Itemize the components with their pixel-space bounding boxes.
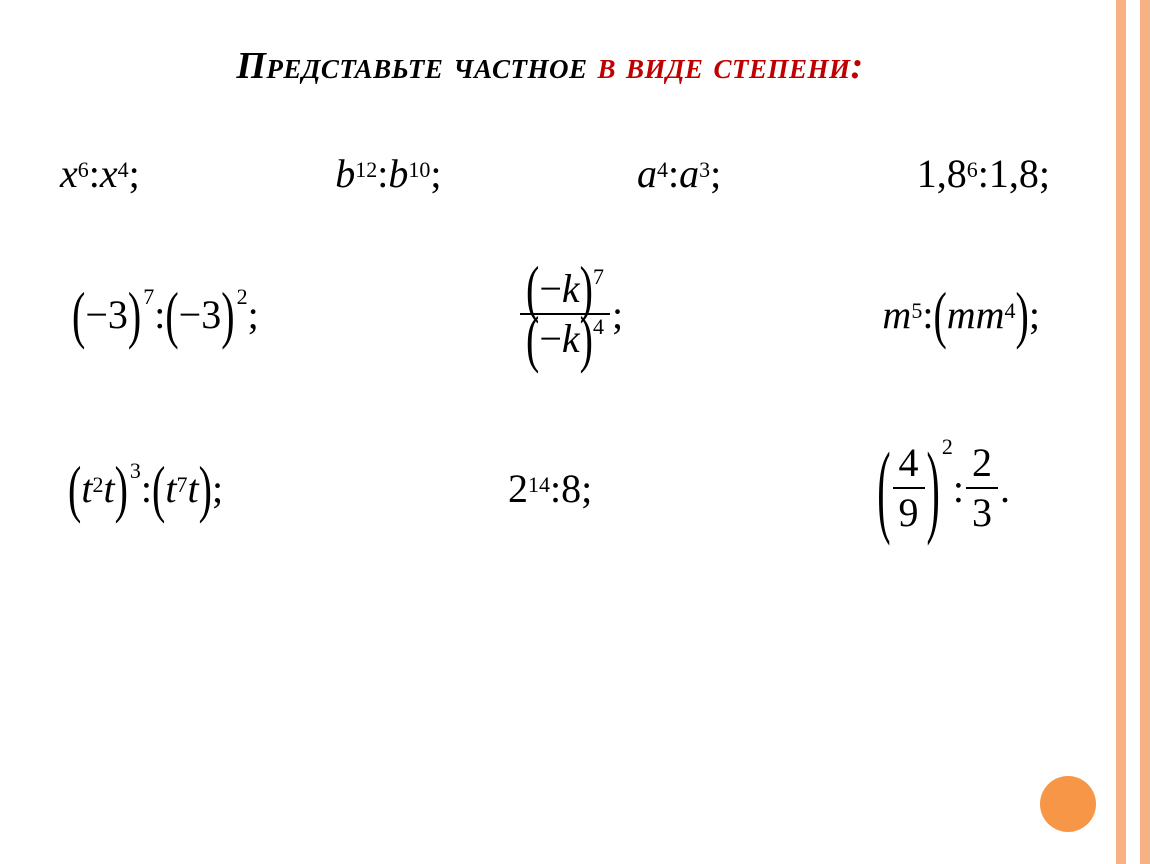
expr-negk7-over-negk4: (−k)7 (−k)4 ;: [518, 267, 623, 361]
fraction: (−k)7 (−k)4: [520, 267, 610, 361]
expr-x6-x4: x6 : x4;: [60, 150, 140, 197]
accent-bar-gap: [1126, 0, 1140, 864]
accent-dot: [1040, 776, 1096, 832]
math-content: x6 : x4; b12 : b10; a4 : a3; 1,86 : 1,8;: [60, 150, 1070, 605]
fraction: 2 3: [966, 441, 998, 535]
expr-2-14-8: 214 : 8;: [508, 465, 592, 512]
slide-title: Представьте частное в виде степени:: [0, 44, 1100, 88]
expr-4_9-sq-2_3: ( 4 9 )2 : 2 3 .: [877, 441, 1010, 535]
expr-b12-b10: b12 : b10;: [335, 150, 441, 197]
fraction: 4 9: [893, 441, 925, 535]
expr-1_8_6-1_8: 1,86 : 1,8;: [917, 150, 1050, 197]
expr-m5-mm4: m5 : (mm4);: [882, 291, 1040, 338]
expression-row: (−3)7 : (−3)2 ; (−k)7 (−k)4 ; m: [60, 267, 1070, 361]
expression-row: x6 : x4; b12 : b10; a4 : a3; 1,86 : 1,8;: [60, 150, 1070, 197]
expr-t2t3-t7t: (t2t)3 : (t7t);: [68, 465, 223, 512]
expr-neg3-7-neg3-2: (−3)7 : (−3)2 ;: [72, 291, 259, 338]
title-part-red: в виде степени:: [597, 45, 863, 87]
expr-a4-a3: a4 : a3;: [637, 150, 721, 197]
title-part-black: Представьте частное: [236, 45, 597, 87]
expression-row: (t2t)3 : (t7t); 214 : 8; ( 4 9 )2 :: [60, 441, 1070, 535]
slide: Представьте частное в виде степени: x6 :…: [0, 0, 1150, 864]
